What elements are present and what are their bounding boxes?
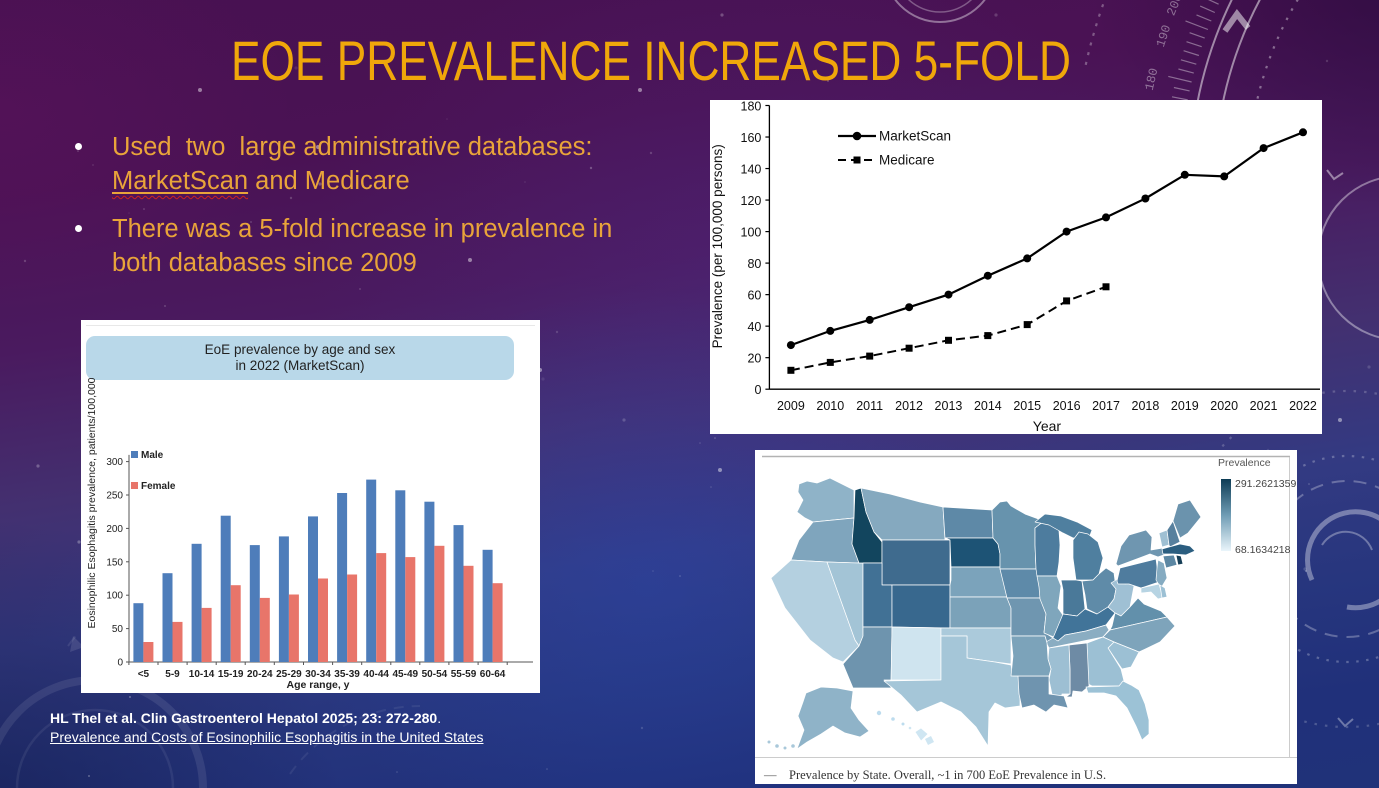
svg-text:5-9: 5-9 [165, 669, 180, 680]
svg-text:300: 300 [106, 457, 123, 468]
svg-text:Male: Male [141, 450, 164, 461]
svg-text:190: 190 [1154, 23, 1174, 49]
svg-text:180: 180 [1143, 67, 1162, 92]
svg-text:200: 200 [1165, 0, 1186, 18]
svg-text:10-14: 10-14 [189, 669, 215, 680]
svg-text:2014: 2014 [974, 399, 1002, 413]
svg-text:Prevalence by State. Overall,: Prevalence by State. Overall, ~1 in 700 … [789, 768, 1106, 782]
svg-text:Age range, y: Age range, y [286, 679, 349, 691]
svg-text:MarketScan: MarketScan [879, 129, 951, 144]
svg-text:40-44: 40-44 [363, 669, 389, 680]
svg-text:40: 40 [747, 320, 761, 334]
svg-text:60: 60 [747, 289, 761, 303]
svg-text:180: 180 [741, 100, 762, 114]
svg-text:Prevalence: Prevalence [1218, 457, 1271, 469]
svg-text:100: 100 [741, 226, 762, 240]
svg-text:55-59: 55-59 [451, 669, 477, 680]
svg-text:2013: 2013 [935, 399, 963, 413]
svg-text:20: 20 [747, 352, 761, 366]
svg-text:2021: 2021 [1250, 399, 1278, 413]
svg-text:45-49: 45-49 [393, 669, 419, 680]
svg-text:2020: 2020 [1210, 399, 1238, 413]
svg-text:2022: 2022 [1289, 399, 1317, 413]
svg-text:2010: 2010 [816, 399, 844, 413]
svg-text:0: 0 [754, 383, 761, 397]
svg-text:0: 0 [117, 658, 123, 669]
svg-text:140: 140 [741, 163, 762, 177]
svg-text:35-39: 35-39 [334, 669, 360, 680]
svg-text:2016: 2016 [1053, 399, 1081, 413]
svg-text:100: 100 [106, 591, 123, 602]
svg-text:Prevalence (per 100,000 person: Prevalence (per 100,000 persons) [710, 144, 725, 348]
svg-text:20-24: 20-24 [247, 669, 273, 680]
svg-text:60-64: 60-64 [480, 669, 506, 680]
svg-text:120: 120 [741, 194, 762, 208]
svg-text:Year: Year [1033, 418, 1062, 434]
svg-text:80: 80 [747, 257, 761, 271]
svg-text:2018: 2018 [1132, 399, 1160, 413]
svg-text:200: 200 [106, 524, 123, 535]
svg-text:2019: 2019 [1171, 399, 1199, 413]
svg-text:15-19: 15-19 [218, 669, 244, 680]
svg-text:250: 250 [106, 491, 123, 502]
svg-text:2011: 2011 [856, 399, 883, 413]
svg-text:2012: 2012 [895, 399, 923, 413]
svg-text:<5: <5 [138, 669, 150, 680]
svg-text:30-34: 30-34 [305, 669, 331, 680]
svg-text:160: 160 [741, 131, 762, 145]
svg-text:150: 150 [106, 557, 123, 568]
svg-text:Eosinophilic Esophagitis preva: Eosinophilic Esophagitis prevalence, pat… [86, 377, 98, 628]
svg-text:2015: 2015 [1013, 399, 1041, 413]
svg-text:291.2621359: 291.2621359 [1235, 478, 1296, 490]
svg-text:50-54: 50-54 [422, 669, 448, 680]
svg-text:EoE prevalence by age and sex: EoE prevalence by age and sex [205, 342, 396, 357]
svg-text:in 2022 (MarketScan): in 2022 (MarketScan) [235, 358, 364, 373]
svg-text:Medicare: Medicare [879, 153, 935, 168]
svg-text:25-29: 25-29 [276, 669, 302, 680]
svg-text:50: 50 [112, 624, 124, 635]
svg-text:68.1634218: 68.1634218 [1235, 544, 1291, 556]
svg-text:2017: 2017 [1092, 399, 1120, 413]
svg-text:Female: Female [141, 481, 176, 492]
svg-text:—: — [763, 768, 777, 782]
svg-text:2009: 2009 [777, 399, 805, 413]
